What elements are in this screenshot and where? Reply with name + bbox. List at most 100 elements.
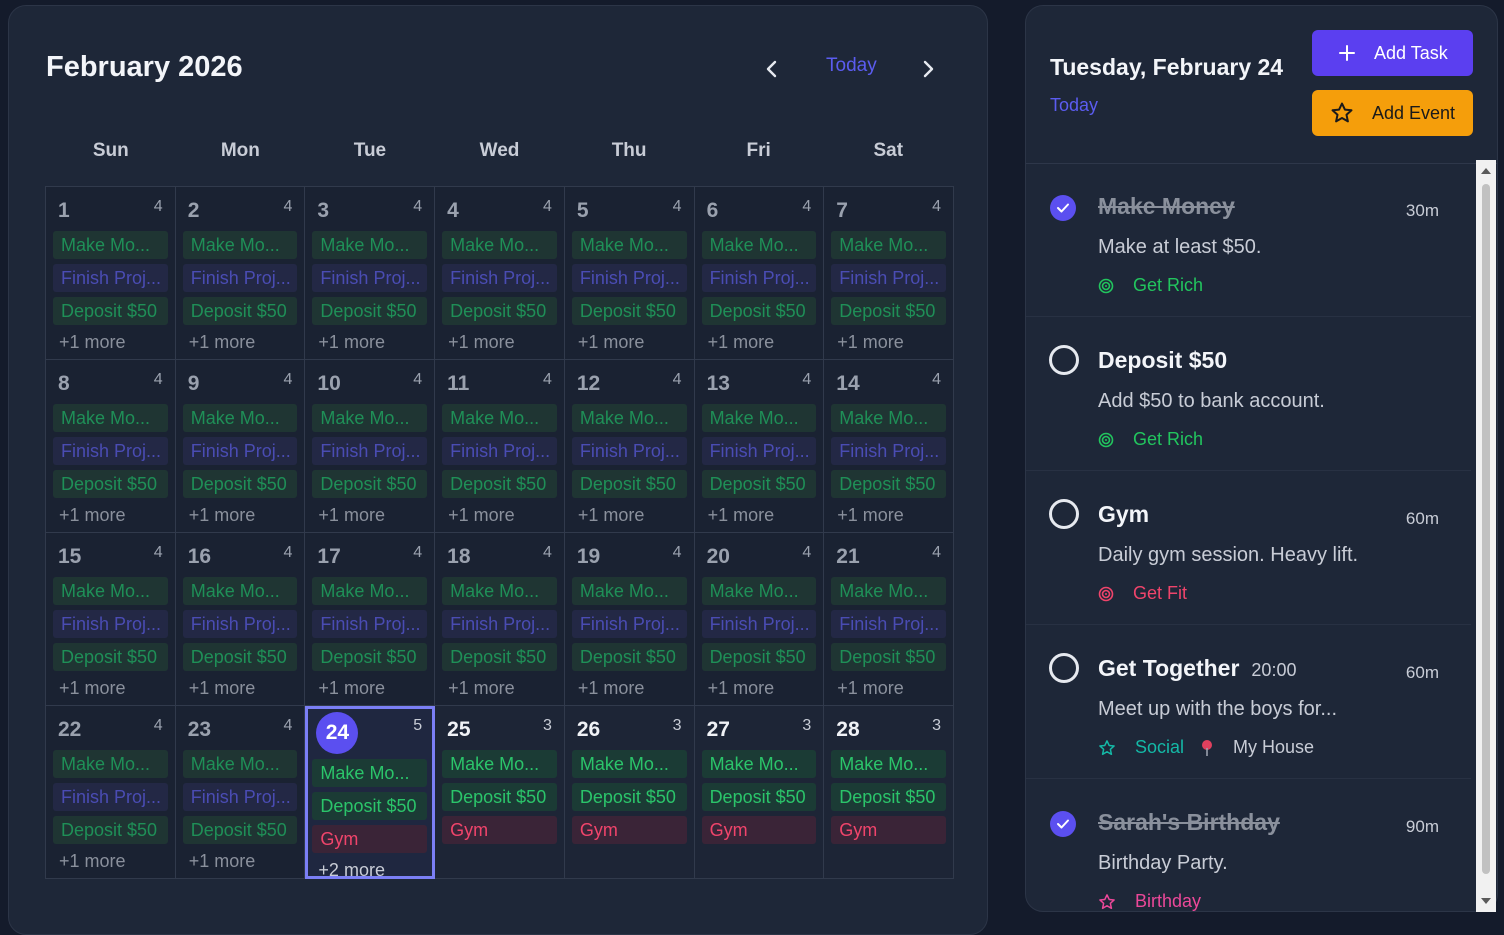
event-chip[interactable]: Make Mo... xyxy=(53,750,168,778)
day-cell[interactable]: 9 4 Make Mo... Finish Proj... Deposit $50 +1 … xyxy=(175,360,306,533)
unchecked-circle-icon[interactable] xyxy=(1049,345,1079,375)
more-events-link[interactable]: +1 more xyxy=(448,505,515,525)
day-cell[interactable]: 14 4 Make Mo... Finish Proj... Deposit $50 +1… xyxy=(824,360,954,533)
more-events-link[interactable]: +1 more xyxy=(448,332,515,352)
event-chip[interactable]: Finish Proj... xyxy=(571,437,687,465)
scroll-up-arrow-icon[interactable] xyxy=(1481,168,1491,174)
event-chip[interactable]: Deposit $50 xyxy=(182,297,298,325)
event-chip[interactable]: Deposit $50 xyxy=(571,783,687,811)
event-chip[interactable]: Make Mo... xyxy=(312,404,428,432)
event-chip[interactable]: Deposit $50 xyxy=(571,643,687,671)
event-chip[interactable]: Gym xyxy=(571,816,687,844)
day-cell[interactable]: 8 4 Make Mo... Finish Proj... Deposit $50 +1 … xyxy=(46,360,176,533)
event-chip[interactable]: Make Mo... xyxy=(442,404,557,432)
event-chip[interactable]: Make Mo... xyxy=(701,404,817,432)
event-chip[interactable]: Make Mo... xyxy=(831,750,946,778)
day-cell[interactable]: 6 4 Make Mo... Finish Proj... Deposit $50 +1 … xyxy=(694,187,825,360)
scroll-thumb[interactable] xyxy=(1482,184,1490,874)
more-events-link[interactable]: +1 more xyxy=(318,678,385,698)
event-chip[interactable]: Make Mo... xyxy=(312,759,428,787)
day-cell[interactable]: 7 4 Make Mo... Finish Proj... Deposit $50 +1 … xyxy=(824,187,954,360)
event-chip[interactable]: Finish Proj... xyxy=(182,783,298,811)
event-chip[interactable]: Make Mo... xyxy=(53,404,168,432)
event-chip[interactable]: Finish Proj... xyxy=(53,264,168,292)
event-chip[interactable]: Make Mo... xyxy=(701,231,817,259)
event-chip[interactable]: Make Mo... xyxy=(312,231,428,259)
event-chip[interactable]: Finish Proj... xyxy=(182,264,298,292)
event-chip[interactable]: Deposit $50 xyxy=(312,470,428,498)
more-events-link[interactable]: +1 more xyxy=(707,332,775,352)
event-chip[interactable]: Make Mo... xyxy=(182,577,298,605)
day-cell[interactable]: 21 4 Make Mo... Finish Proj... Deposit $50 +1… xyxy=(824,533,954,706)
event-chip[interactable]: Gym xyxy=(442,816,557,844)
more-events-link[interactable]: +1 more xyxy=(318,505,385,525)
day-cell[interactable]: 27 3 Make Mo... Deposit $50 Gym xyxy=(694,706,825,879)
event-chip[interactable]: Deposit $50 xyxy=(701,470,817,498)
task-tag[interactable]: My House xyxy=(1200,737,1314,758)
more-events-link[interactable]: +2 more xyxy=(318,860,385,880)
event-chip[interactable]: Finish Proj... xyxy=(701,437,817,465)
event-chip[interactable]: Deposit $50 xyxy=(312,297,428,325)
day-cell[interactable]: 10 4 Make Mo... Finish Proj... Deposit $50 +1… xyxy=(305,360,436,533)
event-chip[interactable]: Make Mo... xyxy=(831,231,946,259)
event-chip[interactable]: Finish Proj... xyxy=(312,610,428,638)
event-chip[interactable]: Finish Proj... xyxy=(701,610,817,638)
event-chip[interactable]: Make Mo... xyxy=(571,231,687,259)
more-events-link[interactable]: +1 more xyxy=(448,678,515,698)
event-chip[interactable]: Finish Proj... xyxy=(442,437,557,465)
more-events-link[interactable]: +1 more xyxy=(59,678,126,698)
task-list-scrollbar[interactable] xyxy=(1476,160,1496,912)
more-events-link[interactable]: +1 more xyxy=(59,332,126,352)
scroll-down-arrow-icon[interactable] xyxy=(1481,898,1491,904)
event-chip[interactable]: Deposit $50 xyxy=(312,792,428,820)
event-chip[interactable]: Make Mo... xyxy=(571,577,687,605)
event-chip[interactable]: Finish Proj... xyxy=(571,264,687,292)
more-events-link[interactable]: +1 more xyxy=(188,851,256,871)
event-chip[interactable]: Make Mo... xyxy=(442,750,557,778)
event-chip[interactable]: Deposit $50 xyxy=(831,470,946,498)
event-chip[interactable]: Make Mo... xyxy=(442,231,557,259)
task-item[interactable]: Deposit $50 Add $50 to bank account. Get R… xyxy=(1026,318,1471,472)
event-chip[interactable]: Deposit $50 xyxy=(53,297,168,325)
day-cell[interactable]: 5 4 Make Mo... Finish Proj... Deposit $50 +1 … xyxy=(564,187,695,360)
checked-circle-icon[interactable] xyxy=(1050,195,1076,221)
more-events-link[interactable]: +1 more xyxy=(188,332,256,352)
event-chip[interactable]: Gym xyxy=(701,816,817,844)
event-chip[interactable]: Finish Proj... xyxy=(53,437,168,465)
event-chip[interactable]: Deposit $50 xyxy=(442,643,557,671)
event-chip[interactable]: Deposit $50 xyxy=(53,470,168,498)
more-events-link[interactable]: +1 more xyxy=(837,678,904,698)
event-chip[interactable]: Finish Proj... xyxy=(442,610,557,638)
event-chip[interactable]: Make Mo... xyxy=(831,404,946,432)
event-chip[interactable]: Finish Proj... xyxy=(53,783,168,811)
task-item[interactable]: Make Money 30m Make at least $50. Get Rich xyxy=(1026,164,1471,318)
more-events-link[interactable]: +1 more xyxy=(707,505,775,525)
event-chip[interactable]: Deposit $50 xyxy=(442,470,557,498)
task-tag[interactable]: Birthday xyxy=(1098,891,1201,911)
event-chip[interactable]: Gym xyxy=(831,816,946,844)
event-chip[interactable]: Finish Proj... xyxy=(701,264,817,292)
day-cell[interactable]: 19 4 Make Mo... Finish Proj... Deposit $50 +1… xyxy=(564,533,695,706)
event-chip[interactable]: Deposit $50 xyxy=(182,816,298,844)
checked-circle-icon[interactable] xyxy=(1050,811,1076,837)
task-tag[interactable]: Get Fit xyxy=(1098,583,1187,604)
event-chip[interactable]: Finish Proj... xyxy=(831,437,946,465)
today-label[interactable]: Today xyxy=(1050,95,1099,115)
task-tag[interactable]: Social xyxy=(1098,737,1184,758)
event-chip[interactable]: Deposit $50 xyxy=(571,470,687,498)
day-cell[interactable]: 11 4 Make Mo... Finish Proj... Deposit $50 +1… xyxy=(435,360,565,533)
event-chip[interactable]: Make Mo... xyxy=(701,750,817,778)
more-events-link[interactable]: +1 more xyxy=(318,332,385,352)
day-cell[interactable]: 17 4 Make Mo... Finish Proj... Deposit $50 +1… xyxy=(305,533,436,706)
event-chip[interactable]: Make Mo... xyxy=(442,577,557,605)
event-chip[interactable]: Deposit $50 xyxy=(53,643,168,671)
task-tag[interactable]: Get Rich xyxy=(1098,429,1203,450)
event-chip[interactable]: Deposit $50 xyxy=(701,643,817,671)
event-chip[interactable]: Deposit $50 xyxy=(701,297,817,325)
add-task-button[interactable]: Add Task xyxy=(1312,30,1473,76)
more-events-link[interactable]: +1 more xyxy=(188,678,256,698)
event-chip[interactable]: Deposit $50 xyxy=(571,297,687,325)
event-chip[interactable]: Make Mo... xyxy=(701,577,817,605)
event-chip[interactable]: Deposit $50 xyxy=(831,297,946,325)
more-events-link[interactable]: +1 more xyxy=(59,851,126,871)
